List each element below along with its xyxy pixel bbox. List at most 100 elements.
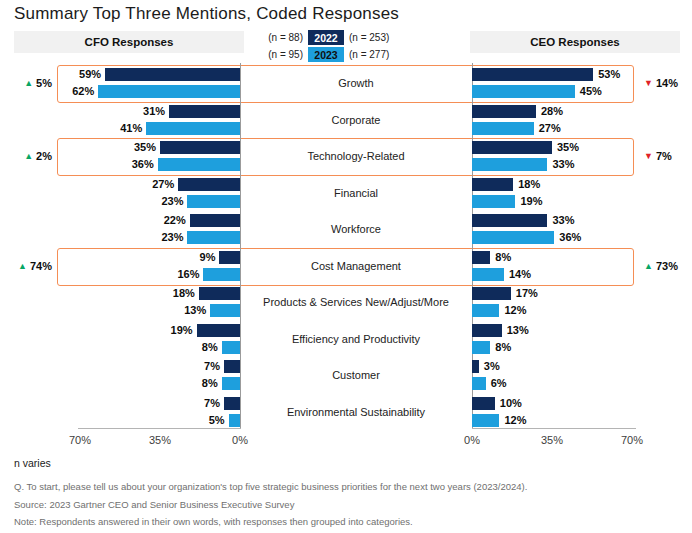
bar-ceo-2023 [472,268,504,281]
bar-cfo-2023 [229,414,240,427]
value-label-ceo-2023: 19% [520,195,542,208]
change-value: 14% [656,77,678,89]
triangle-up-icon: ▲ [24,78,33,88]
triangle-up-icon: ▲ [644,261,653,271]
note-footnote: Note: Respondents answered in their own … [14,516,413,527]
bar-cfo-2023 [187,195,240,208]
bar-ceo-2023 [472,341,490,354]
right-axis-tick: 70% [612,434,652,446]
right-baseline [472,428,636,429]
category-label: Corporate [243,113,469,127]
category-label: Environmental Sustainability [243,405,469,419]
bar-cfo-2023 [210,304,240,317]
bar-ceo-2023 [472,304,499,317]
left-axis-tick: 35% [140,434,180,446]
change-indicator-cfo-row0: ▲5% [4,76,52,91]
change-indicator-cfo-row2: ▲2% [4,149,52,164]
value-label-cfo-2023: 16% [139,268,199,281]
bar-ceo-2022 [472,397,495,410]
value-label-ceo-2023: 36% [559,231,581,244]
value-label-cfo-2023: 41% [82,122,142,135]
bar-cfo-2022 [169,105,240,118]
change-indicator-ceo-row0: ▼14% [644,76,678,91]
value-label-cfo-2022: 7% [160,397,220,410]
bar-cfo-2022 [190,214,240,227]
bar-ceo-2023 [472,231,554,244]
category-label: Growth [243,76,469,90]
category-label: Technology-Related [243,149,469,163]
value-label-cfo-2022: 31% [105,105,165,118]
value-label-cfo-2022: 19% [133,324,193,337]
right-axis-tick: 0% [452,434,492,446]
bar-cfo-2022 [178,178,240,191]
triangle-up-icon: ▲ [24,151,33,161]
value-label-cfo-2022: 9% [155,251,215,264]
bar-cfo-2022 [160,141,240,154]
value-label-ceo-2023: 27% [539,122,561,135]
bar-ceo-2023 [472,122,534,135]
value-label-ceo-2023: 12% [504,414,526,427]
bar-cfo-2023 [98,85,240,98]
value-label-ceo-2023: 33% [552,158,574,171]
legend-row-2023: (n = 95) 2023 (n = 277) [253,47,403,62]
category-label: Products & Services New/Adjust/More [243,295,469,309]
legend-chip-2023: 2023 [308,47,344,62]
bar-cfo-2023 [146,122,240,135]
bar-cfo-2022 [219,251,240,264]
change-indicator-cfo-row5: ▲74% [4,259,52,274]
bar-cfo-2023 [187,231,240,244]
value-label-ceo-2022: 17% [516,287,538,300]
value-label-ceo-2023: 8% [495,341,511,354]
bar-ceo-2022 [472,141,552,154]
value-label-ceo-2022: 28% [541,105,563,118]
value-label-cfo-2023: 13% [146,304,206,317]
chart-panel: Summary Top Three Mentions, Coded Respon… [0,0,692,533]
change-value: 2% [36,150,52,162]
value-label-cfo-2023: 23% [123,231,183,244]
bar-cfo-2022 [197,324,240,337]
legend-n-ceo-2023: (n = 277) [349,49,403,60]
bar-ceo-2022 [472,360,479,373]
value-label-cfo-2023: 5% [165,414,225,427]
bar-ceo-2022 [472,287,511,300]
bar-cfo-2023 [222,341,240,354]
value-label-ceo-2022: 8% [495,251,511,264]
cfo-responses-header: CFO Responses [14,31,244,53]
left-axis-tick: 0% [220,434,260,446]
bar-cfo-2023 [203,268,240,281]
value-label-cfo-2022: 22% [126,214,186,227]
category-label: Financial [243,186,469,200]
value-label-ceo-2022: 33% [552,214,574,227]
change-value: 7% [656,150,672,162]
bar-cfo-2022 [105,68,240,81]
bar-ceo-2023 [472,85,575,98]
value-label-ceo-2022: 3% [484,360,500,373]
value-label-ceo-2022: 53% [598,68,620,81]
bar-ceo-2023 [472,414,499,427]
bar-ceo-2023 [472,377,486,390]
legend-n-cfo-2023: (n = 95) [253,49,303,60]
change-value: 73% [656,260,678,272]
bar-ceo-2023 [472,195,515,208]
change-indicator-ceo-row5: ▲73% [644,259,678,274]
value-label-ceo-2022: 35% [557,141,579,154]
triangle-down-icon: ▼ [644,78,653,88]
value-label-cfo-2023: 8% [158,377,218,390]
question-footnote: Q. To start, please tell us about your o… [14,481,527,492]
bar-ceo-2022 [472,178,513,191]
bar-ceo-2022 [472,251,490,264]
value-label-ceo-2023: 12% [504,304,526,317]
source-footnote: Source: 2023 Gartner CEO and Senior Busi… [14,499,294,510]
bar-cfo-2023 [158,158,240,171]
triangle-down-icon: ▼ [644,151,653,161]
value-label-ceo-2022: 18% [518,178,540,191]
value-label-ceo-2023: 6% [491,377,507,390]
value-label-ceo-2022: 13% [507,324,529,337]
value-label-cfo-2022: 7% [160,360,220,373]
category-label: Customer [243,368,469,382]
left-zero-axis-line [240,63,241,428]
n-varies-note: n varies [14,457,51,469]
category-label: Cost Management [243,259,469,273]
legend-n-cfo-2022: (n = 88) [253,32,303,43]
value-label-cfo-2023: 8% [158,341,218,354]
